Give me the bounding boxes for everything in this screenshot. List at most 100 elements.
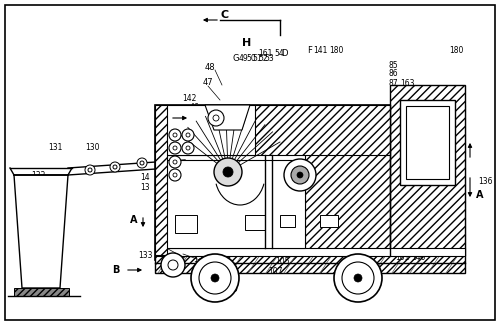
Text: 54: 54 — [274, 48, 283, 58]
Circle shape — [113, 165, 117, 169]
Text: 136: 136 — [477, 178, 491, 186]
Polygon shape — [14, 175, 68, 288]
Text: E: E — [272, 246, 277, 254]
Circle shape — [169, 142, 181, 154]
Circle shape — [222, 167, 232, 177]
Polygon shape — [204, 105, 249, 130]
Circle shape — [291, 166, 309, 184]
Text: 44: 44 — [189, 124, 198, 132]
Bar — [305, 105, 464, 255]
Text: 50: 50 — [245, 54, 256, 62]
Text: 49: 49 — [238, 54, 248, 62]
Bar — [155, 255, 464, 273]
Circle shape — [333, 254, 381, 302]
Circle shape — [353, 274, 361, 282]
Circle shape — [173, 146, 177, 150]
Circle shape — [210, 274, 218, 282]
Text: 109: 109 — [220, 276, 235, 284]
Text: A: A — [129, 215, 137, 225]
Text: 52: 52 — [258, 54, 267, 62]
Text: 13: 13 — [140, 182, 150, 192]
Bar — [155, 105, 255, 155]
Text: 101: 101 — [394, 253, 408, 263]
Text: 48: 48 — [204, 63, 215, 73]
Text: 53: 53 — [264, 54, 274, 62]
Text: 180: 180 — [448, 45, 462, 55]
Circle shape — [182, 142, 193, 154]
Circle shape — [161, 253, 185, 277]
Circle shape — [207, 110, 223, 126]
Circle shape — [186, 146, 189, 150]
Circle shape — [88, 168, 92, 172]
Bar — [160, 160, 305, 248]
Circle shape — [137, 158, 147, 168]
Text: H: H — [242, 38, 251, 48]
Text: 14: 14 — [140, 173, 150, 181]
Text: 180: 180 — [328, 45, 343, 55]
Circle shape — [341, 262, 373, 294]
Bar — [155, 105, 167, 255]
Bar — [405, 106, 448, 179]
Circle shape — [168, 260, 178, 270]
Circle shape — [212, 115, 218, 121]
Bar — [244, 215, 265, 230]
Bar — [389, 85, 464, 255]
Text: 132: 132 — [31, 170, 45, 180]
Text: 130: 130 — [85, 144, 99, 152]
Text: 140: 140 — [410, 253, 424, 263]
Text: 45: 45 — [189, 113, 198, 123]
Text: 105: 105 — [274, 257, 289, 267]
Text: 161: 161 — [258, 48, 272, 58]
Circle shape — [182, 129, 193, 141]
Text: 111: 111 — [210, 266, 224, 274]
Text: 85: 85 — [388, 60, 398, 70]
Circle shape — [198, 262, 230, 294]
Text: 142: 142 — [182, 94, 196, 102]
Circle shape — [284, 159, 315, 191]
Text: C: C — [206, 248, 212, 256]
Bar — [155, 248, 464, 256]
Text: A: A — [475, 190, 482, 200]
Text: 137: 137 — [192, 255, 207, 265]
Circle shape — [169, 129, 181, 141]
Circle shape — [213, 158, 241, 186]
Text: 110: 110 — [218, 285, 237, 295]
Circle shape — [110, 162, 120, 172]
Circle shape — [173, 173, 177, 177]
Bar — [155, 105, 389, 155]
Text: 11: 11 — [178, 249, 187, 257]
Text: G: G — [232, 54, 239, 62]
Circle shape — [169, 169, 181, 181]
Text: 47: 47 — [202, 77, 213, 87]
Text: 131: 131 — [48, 144, 62, 152]
Text: 10: 10 — [163, 244, 172, 252]
Circle shape — [173, 160, 177, 164]
Bar — [14, 288, 69, 296]
Text: 141: 141 — [312, 45, 327, 55]
Circle shape — [186, 133, 189, 137]
Text: 46: 46 — [189, 104, 198, 112]
Bar — [319, 215, 337, 227]
Circle shape — [190, 254, 238, 302]
Text: D: D — [280, 48, 287, 58]
Text: 43: 43 — [189, 133, 198, 143]
Bar — [280, 215, 295, 227]
Text: 107: 107 — [267, 267, 282, 277]
Text: 133: 133 — [137, 250, 152, 260]
Circle shape — [297, 172, 303, 178]
Text: 87: 87 — [388, 78, 398, 88]
Text: 163: 163 — [399, 78, 414, 88]
Text: B: B — [157, 113, 165, 123]
Circle shape — [169, 156, 181, 168]
Text: 51: 51 — [252, 54, 262, 62]
Bar — [399, 100, 454, 185]
Text: 86: 86 — [388, 68, 398, 77]
Bar — [155, 105, 464, 260]
Bar — [175, 215, 196, 233]
Text: F: F — [307, 45, 312, 55]
Circle shape — [173, 133, 177, 137]
Circle shape — [140, 161, 144, 165]
Text: B: B — [112, 265, 120, 275]
Text: C: C — [220, 10, 228, 20]
Text: Z: Z — [183, 221, 188, 227]
